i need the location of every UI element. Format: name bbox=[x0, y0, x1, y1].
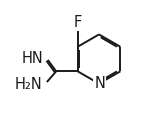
Text: HN: HN bbox=[22, 51, 43, 66]
Text: N: N bbox=[94, 76, 105, 91]
Text: F: F bbox=[74, 15, 82, 30]
Text: H₂N: H₂N bbox=[15, 77, 43, 92]
